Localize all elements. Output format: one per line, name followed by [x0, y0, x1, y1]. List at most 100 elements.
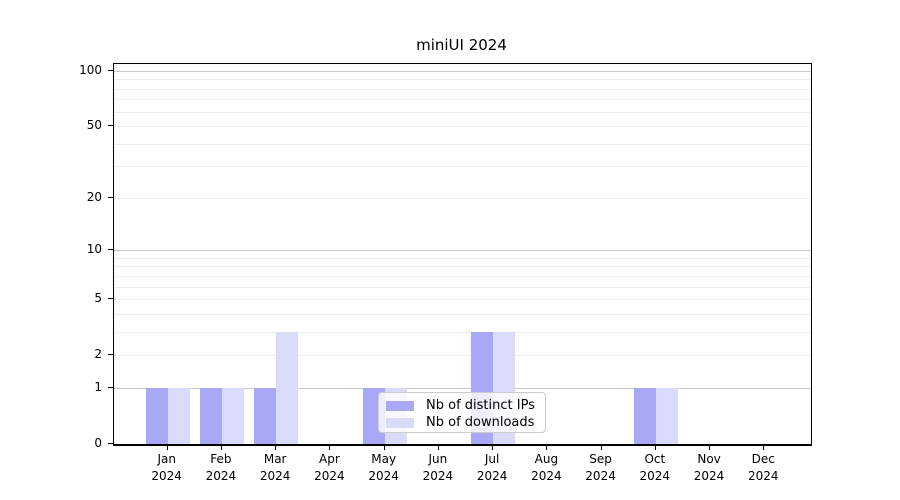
- gridline-minor-90: [114, 79, 811, 81]
- x-tick-may: [383, 445, 385, 450]
- chart-title: miniUI 2024: [416, 36, 507, 54]
- gridline-minor-5: [114, 299, 811, 301]
- y-tick-0: [108, 443, 113, 444]
- legend-swatch-distinct-ips: [386, 400, 414, 411]
- gridline-minor-60: [114, 111, 811, 113]
- gridline-minor-7: [114, 275, 811, 277]
- x-tick-oct: [654, 445, 656, 450]
- x-tick-label-mar: Mar 2024: [247, 451, 303, 485]
- x-tick-mar: [275, 445, 277, 450]
- x-tick-jul: [492, 445, 494, 450]
- y-tick-label-2: 2: [94, 347, 102, 362]
- x-tick-label-year: 2024: [368, 469, 399, 483]
- bar-distinct-ips-jan: [145, 387, 168, 444]
- x-tick-label-dec: Dec 2024: [735, 451, 791, 485]
- x-tick-label-sep: Sep 2024: [573, 451, 629, 485]
- x-tick-label-month: Jan: [157, 452, 176, 466]
- x-tick-label-apr: Apr 2024: [301, 451, 357, 485]
- x-tick-label-may: May 2024: [356, 451, 412, 485]
- gridline-minor-9: [114, 257, 811, 259]
- plot-area: [113, 63, 812, 446]
- x-tick-label-year: 2024: [151, 469, 182, 483]
- x-tick-label-month: Apr: [319, 452, 340, 466]
- legend-item-distinct-ips: Nb of distinct IPs: [386, 398, 545, 413]
- y-tick-label-100: 100: [79, 63, 102, 77]
- gridline-minor-8: [114, 266, 811, 268]
- x-tick-jan: [166, 445, 168, 450]
- y-tick-2: [108, 354, 113, 356]
- bar-downloads-jan: [167, 387, 190, 444]
- x-tick-label-year: 2024: [205, 469, 237, 483]
- gridline-minor-20: [114, 197, 811, 199]
- x-tick-label-jul: Jul 2024: [464, 451, 520, 485]
- x-tick-label-month: Jul: [484, 452, 500, 466]
- x-tick-label-year: 2024: [531, 469, 562, 483]
- y-tick-label-1: 1: [94, 379, 102, 394]
- x-tick-label-month: Feb: [210, 452, 232, 466]
- x-tick-label-year: 2024: [476, 469, 508, 483]
- gridline-major-1: [114, 387, 811, 389]
- legend-label-downloads: Nb of downloads: [426, 415, 535, 430]
- gridline-minor-4: [114, 313, 811, 315]
- y-tick-20: [108, 196, 113, 198]
- legend: Nb of distinct IPs Nb of downloads: [378, 392, 546, 433]
- legend-swatch-downloads: [386, 417, 414, 428]
- y-tick-5: [108, 298, 113, 300]
- x-tick-label-month: Nov: [697, 452, 721, 466]
- x-tick-label-year: 2024: [314, 469, 345, 483]
- x-tick-label-month: Jun: [428, 452, 448, 466]
- x-tick-label-year: 2024: [585, 469, 616, 483]
- gridline-minor-70: [114, 99, 811, 101]
- x-tick-label-month: Oct: [644, 452, 666, 466]
- bar-distinct-ips-oct: [633, 387, 656, 444]
- gridline-minor-2: [114, 355, 811, 357]
- y-tick-100: [108, 70, 113, 71]
- x-tick-label-nov: Nov 2024: [681, 451, 737, 485]
- bar-downloads-feb: [221, 387, 244, 444]
- x-tick-label-aug: Aug 2024: [518, 451, 574, 485]
- x-tick-apr: [329, 445, 331, 450]
- x-tick-label-year: 2024: [259, 469, 291, 483]
- gridline-minor-6: [114, 286, 811, 288]
- x-tick-label-year: 2024: [639, 469, 671, 483]
- x-tick-feb: [220, 445, 222, 450]
- y-tick-label-10: 10: [86, 242, 102, 257]
- y-tick-label-20: 20: [86, 189, 102, 204]
- bar-distinct-ips-feb: [199, 387, 222, 444]
- x-tick-nov: [709, 445, 711, 450]
- x-tick-sep: [600, 445, 602, 450]
- x-tick-label-month: May: [371, 452, 397, 466]
- bar-downloads-oct: [655, 387, 678, 444]
- y-tick-label-50: 50: [86, 118, 102, 133]
- y-tick-label-5: 5: [94, 291, 102, 306]
- x-tick-label-jun: Jun 2024: [410, 451, 466, 485]
- y-tick-10: [108, 249, 113, 251]
- x-tick-label-jan: Jan 2024: [139, 451, 195, 485]
- x-tick-label-oct: Oct 2024: [627, 451, 683, 485]
- x-tick-label-year: 2024: [693, 469, 725, 483]
- y-tick-1: [108, 386, 113, 388]
- gridline-major-10: [114, 250, 811, 252]
- x-tick-aug: [546, 445, 548, 450]
- x-tick-label-year: 2024: [422, 469, 454, 483]
- x-tick-label-month: Sep: [589, 452, 612, 466]
- y-tick-label-0: 0: [94, 436, 102, 450]
- bar-downloads-mar: [276, 331, 299, 444]
- gridline-minor-40: [114, 143, 811, 145]
- x-tick-label-month: Aug: [534, 452, 559, 466]
- x-tick-label-month: Mar: [263, 452, 287, 466]
- gridline-minor-80: [114, 88, 811, 90]
- y-tick-50: [108, 125, 113, 127]
- x-tick-label-feb: Feb 2024: [193, 451, 249, 485]
- x-tick-dec: [763, 445, 765, 450]
- bar-distinct-ips-mar: [254, 387, 277, 444]
- legend-label-distinct-ips: Nb of distinct IPs: [426, 398, 535, 413]
- gridline-minor-50: [114, 126, 811, 128]
- legend-item-downloads: Nb of downloads: [386, 415, 545, 430]
- x-tick-label-month: Dec: [751, 452, 775, 466]
- gridline-minor-30: [114, 166, 811, 168]
- x-tick-label-year: 2024: [748, 469, 779, 483]
- x-tick-jun: [437, 445, 439, 450]
- gridline-minor-3: [114, 331, 811, 333]
